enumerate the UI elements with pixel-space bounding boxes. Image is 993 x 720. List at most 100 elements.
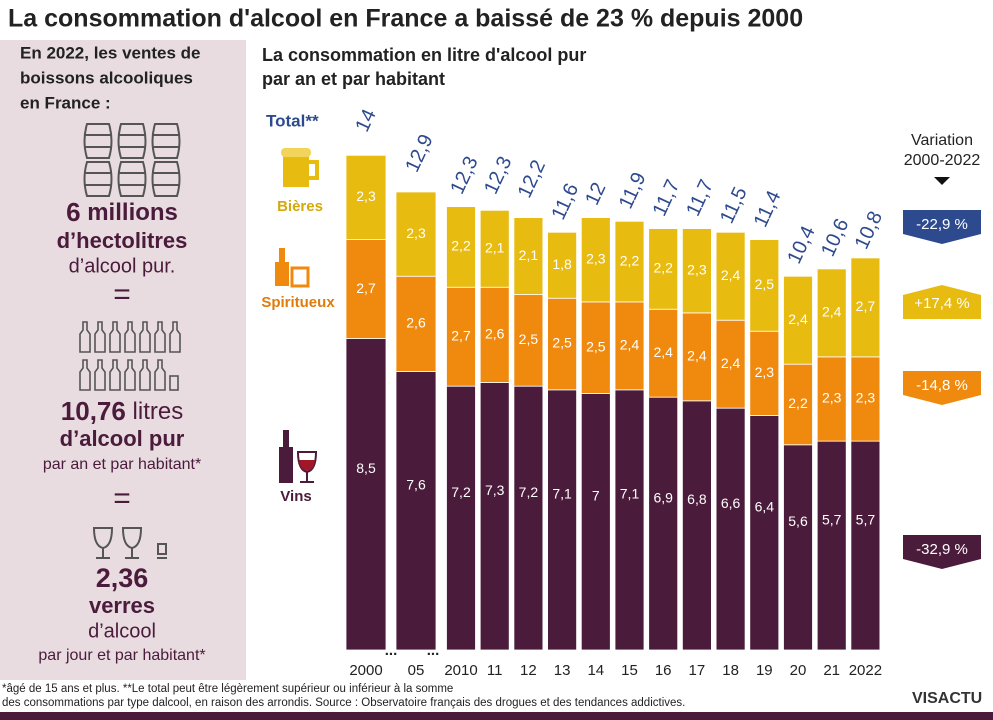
value-label: 2,2 bbox=[451, 238, 471, 254]
value-label: 6,8 bbox=[687, 491, 707, 507]
bar-segment bbox=[479, 382, 510, 651]
value-label: 6,6 bbox=[721, 495, 741, 511]
bar-segment bbox=[715, 407, 746, 651]
total-label: 12,3 bbox=[480, 153, 516, 198]
variation-box bbox=[903, 535, 981, 569]
bottle-icons bbox=[79, 321, 181, 391]
bar-segment bbox=[513, 294, 544, 387]
gap-marker: ... bbox=[385, 642, 398, 659]
variation-label: -14,8 % bbox=[916, 377, 968, 394]
bar-segment bbox=[749, 415, 780, 651]
bar-segment bbox=[547, 231, 577, 299]
value-label: 2,5 bbox=[552, 335, 572, 351]
variation-label: -22,9 % bbox=[916, 216, 968, 233]
value-label: 2,6 bbox=[485, 326, 505, 342]
bottle bbox=[94, 359, 106, 391]
bottle bbox=[124, 321, 136, 353]
number: 2,36 bbox=[96, 563, 149, 593]
bar-segment bbox=[614, 220, 645, 303]
legend-icons bbox=[275, 148, 319, 483]
total-label: 11,9 bbox=[615, 169, 651, 212]
value-label: 5,6 bbox=[788, 513, 808, 529]
value-label: 2,3 bbox=[406, 225, 426, 241]
value-label: 2,4 bbox=[687, 348, 707, 364]
total-label: 11,4 bbox=[750, 187, 786, 230]
barrel bbox=[83, 123, 113, 159]
x-tick-label: 15 bbox=[621, 662, 638, 679]
bar-segment bbox=[395, 371, 437, 651]
value-label: 2,4 bbox=[788, 311, 808, 327]
value-label: 7,1 bbox=[552, 486, 572, 502]
bar-segment bbox=[345, 154, 387, 240]
value-label: 2,1 bbox=[519, 247, 539, 263]
total-label: 14 bbox=[351, 106, 380, 135]
bar-segment bbox=[648, 396, 679, 651]
bottom-strip bbox=[0, 712, 993, 720]
intro: En 2022, les ventes de bbox=[20, 43, 201, 62]
equals: = bbox=[113, 482, 131, 515]
value-label: 6,9 bbox=[653, 489, 673, 505]
variation-label: +17,4 % bbox=[914, 295, 969, 312]
bar-segment bbox=[345, 338, 387, 651]
value-label: 2,5 bbox=[755, 276, 775, 292]
bar-segment bbox=[682, 400, 712, 651]
legend-total: Total** bbox=[266, 111, 319, 130]
total-label: 12,2 bbox=[514, 157, 550, 202]
bar-segment bbox=[648, 228, 679, 310]
bar-segment bbox=[446, 206, 476, 288]
bar-segment bbox=[816, 440, 847, 651]
glass bbox=[169, 375, 179, 391]
bar-segment bbox=[513, 385, 544, 651]
value-label: 2,2 bbox=[653, 260, 673, 276]
block-line: d’alcool pur bbox=[60, 426, 185, 451]
x-tick-label: 20 bbox=[790, 662, 807, 679]
block-heading: 10,76 litres bbox=[61, 396, 183, 426]
value-label: 2,7 bbox=[451, 327, 471, 343]
value-label: 7,2 bbox=[519, 484, 539, 500]
legend-label: Bières bbox=[277, 198, 323, 215]
bar-segment bbox=[479, 209, 510, 288]
x-tick-label: 2000 bbox=[349, 662, 382, 679]
bar-segment bbox=[395, 191, 437, 277]
value-label: 7,1 bbox=[620, 486, 640, 502]
footnote: des consommations par type dalcool, en r… bbox=[2, 697, 685, 709]
bottle bbox=[109, 359, 121, 391]
bottle bbox=[154, 359, 166, 391]
barrel bbox=[83, 161, 113, 197]
barrel-icons bbox=[83, 123, 181, 197]
bar-segment bbox=[547, 389, 577, 651]
bar-segment bbox=[580, 217, 611, 303]
bar-segment bbox=[850, 257, 881, 358]
block-heading: 6 millions bbox=[66, 197, 178, 227]
number: 10,76 bbox=[61, 396, 126, 426]
logo: VISACTU bbox=[912, 690, 982, 707]
value-label: 2,2 bbox=[620, 252, 640, 268]
value-label: 2,4 bbox=[822, 304, 842, 320]
value-label: 6,4 bbox=[755, 498, 775, 514]
total-label: 11,7 bbox=[649, 176, 685, 219]
barrel bbox=[151, 123, 181, 159]
bar-segment bbox=[783, 275, 813, 365]
value-label: 2,5 bbox=[586, 338, 606, 354]
total-label: 12,3 bbox=[446, 153, 482, 198]
legend-label: Spiritueux bbox=[261, 294, 335, 311]
value-label: 2,3 bbox=[356, 188, 376, 204]
value-label: 2,1 bbox=[485, 239, 505, 255]
bar-segment bbox=[749, 239, 780, 332]
barrel bbox=[117, 161, 147, 197]
x-tick-label: 2022 bbox=[849, 662, 882, 679]
value-label: 7 bbox=[592, 487, 600, 503]
bar-segment bbox=[648, 308, 679, 398]
bar-segment bbox=[715, 231, 746, 321]
bar-segment bbox=[446, 385, 476, 651]
x-tick-label: 16 bbox=[655, 662, 672, 679]
total-label: 11,6 bbox=[547, 180, 583, 223]
bottle bbox=[79, 359, 91, 391]
value-label: 7,3 bbox=[485, 482, 505, 498]
variation-arrow bbox=[934, 177, 950, 185]
value-label: 2,3 bbox=[586, 250, 606, 266]
value-label: 2,4 bbox=[653, 344, 673, 360]
unit: millions bbox=[87, 199, 178, 226]
block-line: par an et par habitant* bbox=[43, 456, 201, 473]
bar-segment bbox=[682, 228, 712, 314]
